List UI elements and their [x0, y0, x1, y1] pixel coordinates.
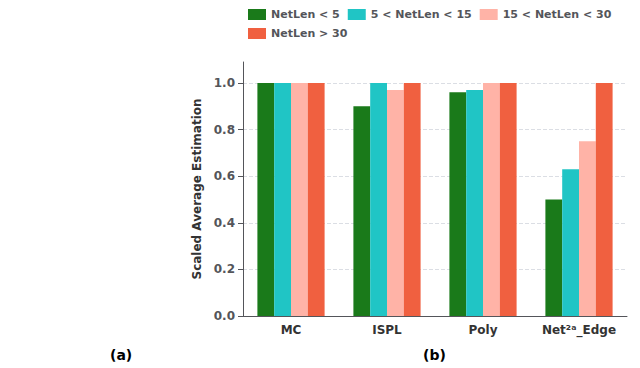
svg-text:1.0: 1.0 [214, 76, 235, 90]
svg-text:0.8: 0.8 [214, 123, 235, 137]
svg-text:0.6: 0.6 [214, 169, 235, 183]
svg-text:0.4: 0.4 [214, 216, 235, 230]
svg-text:NetLen > 30: NetLen > 30 [271, 27, 348, 40]
svg-text:(a): (a) [110, 347, 132, 363]
svg-text:NetLen < 5: NetLen < 5 [271, 8, 340, 21]
svg-text:15 < NetLen < 30: 15 < NetLen < 30 [503, 8, 612, 21]
svg-text:0.0: 0.0 [214, 309, 235, 323]
svg-text:ISPL: ISPL [372, 323, 402, 337]
svg-text:Scaled Average Estimation: Scaled Average Estimation [190, 98, 204, 279]
svg-text:0.2: 0.2 [214, 262, 235, 276]
svg-text:MC: MC [281, 323, 302, 337]
svg-text:5 < NetLen < 15: 5 < NetLen < 15 [371, 8, 472, 21]
svg-text:Net²ᵃ_Edge: Net²ᵃ_Edge [542, 323, 616, 338]
svg-text:(b): (b) [423, 347, 446, 363]
svg-text:Poly: Poly [469, 323, 498, 337]
